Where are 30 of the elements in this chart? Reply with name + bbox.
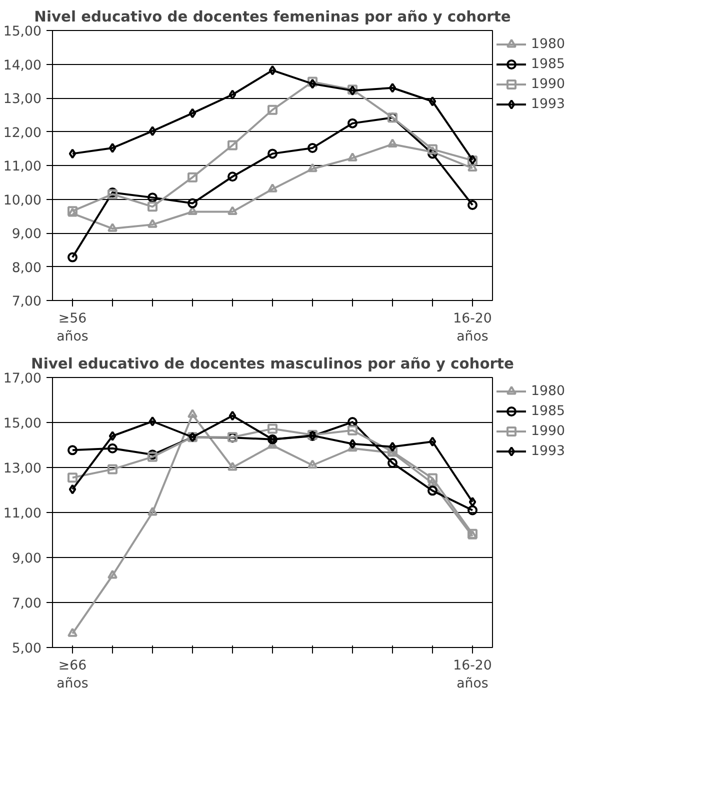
y-tick-label: 15,00 [3, 24, 42, 40]
x-tick-label: 16-20 años [453, 312, 492, 344]
x-tick-label: ≥56 años [56, 312, 88, 344]
y-tick-label: 14,00 [3, 58, 42, 74]
y-tick-label: 7,00 [12, 294, 42, 310]
legend-label: 1993 [531, 96, 565, 112]
y-tick-label: 8,00 [12, 260, 42, 276]
y-tick-label: 9,00 [12, 552, 42, 566]
y-tick-label: 11,00 [3, 160, 42, 174]
y-tick-label: 11,00 [3, 506, 42, 522]
y-tick-label: 15,00 [3, 416, 42, 432]
y-tick-label: 9,00 [12, 227, 42, 242]
y-tick-label: 10,00 [3, 193, 42, 208]
legend-label: 1990 [531, 424, 565, 438]
y-tick-label: 12,00 [3, 126, 42, 141]
legend-label: 1985 [531, 56, 565, 72]
x-tick-label: ≥66 años [56, 658, 88, 692]
x-tick-label: 16-20 años [453, 658, 492, 692]
legend-label: 1980 [531, 36, 565, 52]
y-tick-label: 17,00 [3, 372, 42, 386]
y-tick-label: 5,00 [12, 642, 42, 656]
chart-title: Nivel educativo de docentes masculinos por año y cohorte [31, 356, 514, 372]
legend-label: 1985 [531, 404, 565, 418]
y-tick-label: 13,00 [3, 92, 42, 107]
legend-label: 1993 [531, 444, 565, 458]
legend-label: 1980 [531, 384, 565, 398]
chart-title: Nivel educativo de docentes femeninas por año y cohorte [34, 8, 511, 26]
y-tick-label: 13,00 [3, 462, 42, 476]
y-tick-label: 7,00 [12, 596, 42, 612]
legend-label: 1990 [531, 76, 565, 92]
